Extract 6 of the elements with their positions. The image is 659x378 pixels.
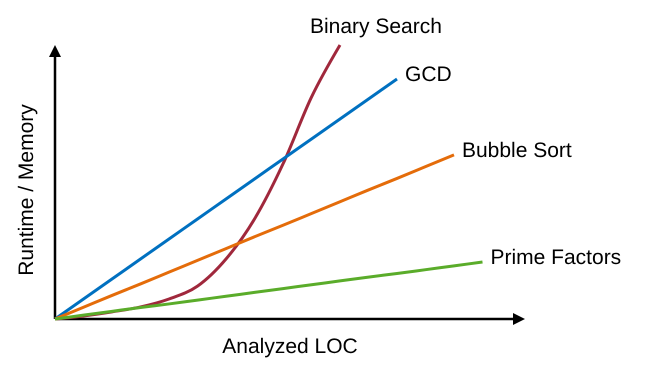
series-label: GCD (405, 62, 452, 86)
x-axis-title: Analyzed LOC (222, 335, 358, 358)
series-label: Bubble Sort (462, 138, 572, 162)
series-label: Prime Factors (490, 246, 622, 270)
y-axis-title: Runtime / Memory (15, 104, 38, 276)
series-label: Binary Search (310, 15, 442, 38)
